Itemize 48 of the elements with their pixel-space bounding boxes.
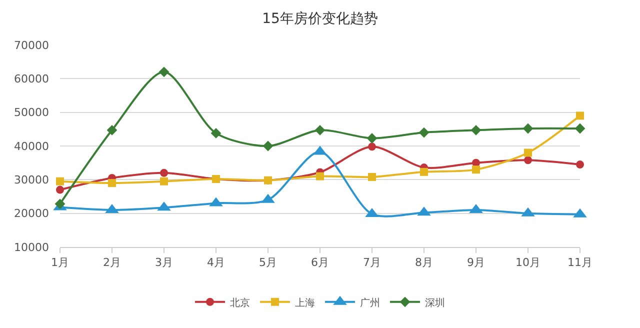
point [366,133,378,144]
y-tick-label: 70000 [14,38,49,52]
point [160,168,168,177]
point [54,198,66,210]
point [524,148,532,157]
legend-label: 上海 [295,296,315,309]
point [106,124,118,136]
point [262,140,274,152]
x-tick-label: 8月 [415,256,433,270]
point [158,66,170,78]
point [472,166,480,174]
point [576,160,584,169]
point [418,127,430,138]
x-tick-label: 6月 [311,256,329,270]
x-tick-label: 5月 [259,256,277,270]
point [470,124,482,136]
point [368,142,376,151]
legend-label: 深圳 [425,296,445,309]
y-tick-label: 60000 [14,72,49,86]
point [576,112,584,120]
x-tick-label: 7月 [363,256,381,270]
legend-label: 北京 [230,296,250,309]
point [524,156,532,164]
chart-title: 15年房价变化趋势 [262,10,378,27]
x-tick-label: 1月 [51,256,69,270]
point [56,177,64,186]
point [160,177,168,186]
x-tick-label: 3月 [155,256,173,270]
y-tick-label: 10000 [14,240,49,254]
y-tick-label: 40000 [14,140,49,153]
legend-label: 广州 [360,296,380,309]
point [314,124,326,136]
y-tick-label: 30000 [14,174,49,187]
point [368,172,376,181]
y-tick-label: 20000 [14,207,49,220]
point [56,186,64,194]
x-tick-label: 11月 [568,256,592,270]
point [574,123,586,134]
point [316,172,324,180]
x-tick-label: 4月 [207,256,225,270]
point [420,168,428,176]
point [210,128,222,138]
x-tick-label: 9月 [467,256,485,270]
y-tick-label: 50000 [14,106,49,120]
point [522,123,534,134]
x-tick-label: 10月 [516,256,540,270]
x-tick-label: 2月 [103,256,121,270]
point [108,179,116,188]
